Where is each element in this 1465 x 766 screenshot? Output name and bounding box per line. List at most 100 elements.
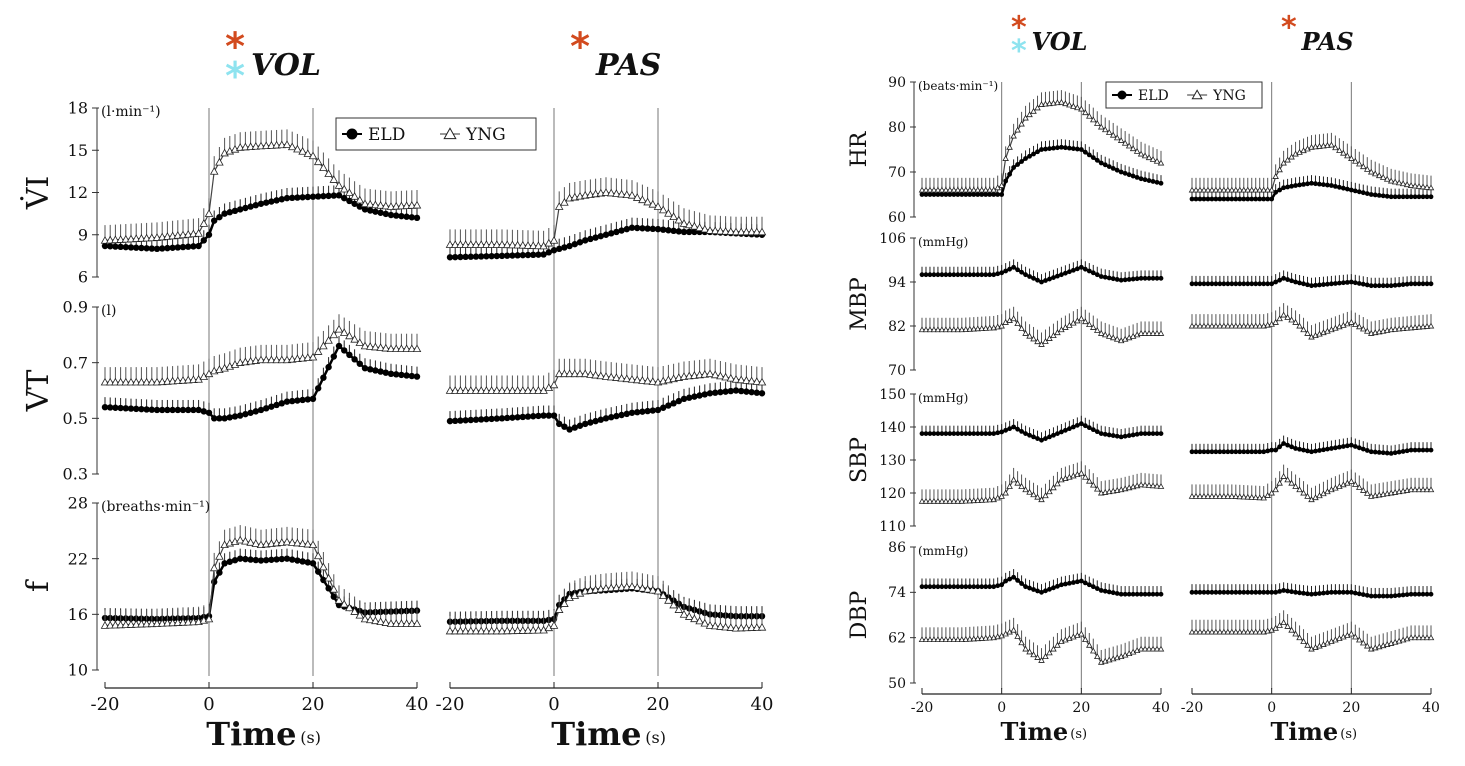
data-point	[602, 415, 610, 422]
y-tick-label: 80	[888, 120, 906, 136]
data-point	[669, 212, 678, 221]
data-point	[930, 326, 938, 333]
data-point	[393, 212, 400, 219]
data-point	[670, 227, 677, 235]
data-point	[178, 618, 188, 626]
data-point	[935, 431, 941, 436]
data-point	[1212, 492, 1220, 499]
data-point	[1356, 445, 1362, 451]
data-point	[355, 195, 365, 204]
series-eld-vol	[919, 259, 1164, 285]
data-point	[1376, 283, 1382, 289]
x-axis-unit: (s)	[645, 728, 666, 747]
data-point	[938, 186, 946, 193]
data-point	[1384, 193, 1390, 199]
data-point	[1039, 279, 1044, 285]
data-point	[1300, 638, 1307, 644]
data-point	[1109, 334, 1117, 341]
data-point	[1340, 589, 1346, 595]
data-point	[478, 253, 485, 260]
data-point	[1344, 443, 1350, 449]
data-point	[975, 584, 981, 590]
data-point	[606, 583, 616, 592]
data-point	[309, 193, 317, 200]
data-point	[513, 240, 522, 249]
data-point	[183, 617, 193, 626]
data-point	[998, 492, 1005, 499]
data-point	[1022, 114, 1029, 121]
data-point	[1078, 105, 1085, 112]
data-point	[1063, 581, 1068, 587]
data-point	[1059, 429, 1064, 435]
data-point	[1058, 98, 1065, 105]
data-point	[1236, 628, 1244, 635]
data-point	[566, 426, 573, 433]
data-point	[597, 232, 604, 240]
data-point	[1280, 159, 1287, 166]
data-point	[514, 252, 521, 259]
data-point	[943, 431, 949, 436]
data-point	[320, 576, 327, 584]
data-point	[483, 253, 490, 260]
data-point	[549, 380, 559, 389]
data-point	[1043, 436, 1048, 441]
data-point	[975, 272, 981, 278]
data-point	[1252, 186, 1260, 193]
data-point	[1146, 591, 1152, 597]
data-point	[1105, 332, 1113, 339]
data-point	[1408, 591, 1414, 597]
y-tick-label: 50	[888, 676, 906, 692]
data-point	[987, 272, 993, 278]
data-point	[1022, 486, 1029, 493]
data-point	[974, 497, 982, 503]
data-point	[930, 186, 938, 193]
data-point	[1312, 143, 1319, 150]
data-point	[1313, 181, 1318, 187]
series-eld-pas	[1189, 582, 1434, 599]
data-point	[742, 227, 751, 236]
data-point	[999, 192, 1005, 197]
data-point	[1063, 427, 1068, 433]
data-point	[1344, 589, 1350, 595]
data-point	[356, 203, 363, 210]
data-point	[706, 390, 714, 397]
data-point	[653, 586, 663, 595]
data-point	[1276, 479, 1283, 486]
data-point	[1336, 146, 1343, 153]
data-point	[1216, 322, 1224, 329]
data-point	[566, 242, 573, 250]
data-point	[194, 228, 203, 237]
data-point	[919, 584, 925, 590]
data-point	[1110, 590, 1116, 596]
data-point	[330, 593, 337, 600]
data-point	[1046, 100, 1053, 107]
data-point	[407, 201, 417, 209]
condition-label: VOL	[1032, 27, 1088, 56]
data-point	[946, 497, 954, 504]
data-point	[1086, 112, 1093, 119]
y-axis-label: MBP	[847, 277, 872, 331]
data-point	[1352, 633, 1359, 640]
data-point	[487, 240, 496, 248]
data-point	[710, 226, 720, 235]
y-tick-label: 82	[888, 319, 906, 335]
data-point	[329, 330, 339, 339]
data-point	[1372, 449, 1378, 455]
data-point	[1367, 168, 1375, 175]
data-point	[970, 497, 978, 504]
data-point	[235, 535, 245, 544]
data-point	[1424, 447, 1430, 453]
data-point	[1042, 100, 1049, 107]
data-point	[1352, 280, 1358, 286]
data-point	[990, 496, 997, 503]
data-point	[1074, 146, 1080, 152]
data-point	[971, 431, 977, 436]
data-point	[1333, 589, 1338, 595]
data-point	[1296, 486, 1303, 493]
data-point	[1059, 272, 1064, 278]
data-point	[528, 386, 538, 394]
data-point	[1204, 628, 1212, 635]
data-point	[452, 417, 459, 425]
data-point	[747, 376, 756, 385]
data-point	[1321, 182, 1326, 188]
